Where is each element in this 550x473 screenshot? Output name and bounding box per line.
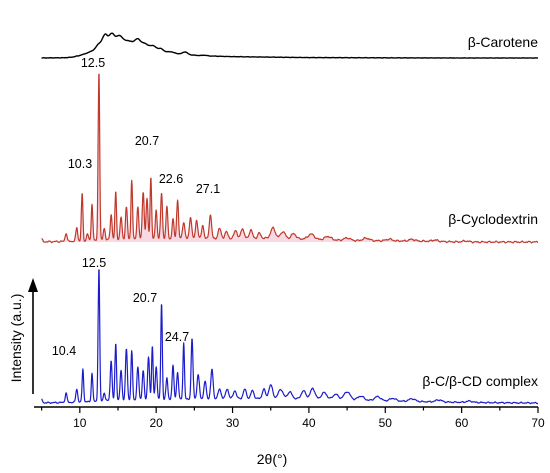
x-tick-label-40: 40 [302, 416, 316, 430]
x-axis: 10 20 30 40 50 60 70 [34, 406, 545, 430]
x-axis-title: 2θ(°) [257, 451, 288, 467]
series-3 [41, 269, 539, 405]
peak-label-3-3: 20.7 [133, 291, 157, 305]
series-2-line [41, 73, 539, 244]
intensity-arrow-head [28, 278, 38, 292]
series-3-label: β-C/β-CD complex [422, 373, 538, 389]
series-1-label: β-Carotene [468, 34, 539, 50]
y-axis-title: Intensity (a.u.) [8, 294, 24, 383]
labels-layer: β-Carotene β-Cyclodextrin 10.3 12.5 20.7 22.6… [52, 34, 538, 389]
peak-label-2-1: 10.3 [68, 157, 92, 171]
x-tick-label-20: 20 [150, 416, 164, 430]
x-tick-label-70: 70 [531, 416, 545, 430]
x-tick-label-50: 50 [379, 416, 393, 430]
series-1 [41, 32, 539, 59]
y-axis: Intensity (a.u.) [8, 278, 38, 394]
peak-label-3-2: 12.5 [82, 256, 106, 270]
series-layer [41, 32, 539, 405]
series-2 [41, 73, 539, 244]
peak-label-2-5: 27.1 [196, 182, 220, 196]
series-2-label: β-Cyclodextrin [448, 211, 538, 227]
peak-label-3-4: 24.7 [165, 330, 189, 344]
x-tick-label-10: 10 [73, 416, 87, 430]
x-tick-label-60: 60 [455, 416, 469, 430]
peak-label-2-3: 20.7 [135, 134, 159, 148]
series-3-line [41, 269, 539, 405]
peak-label-2-4: 22.6 [159, 172, 183, 186]
x-tick-label-30: 30 [226, 416, 240, 430]
peak-label-2-2: 12.5 [81, 56, 105, 70]
peak-label-3-1: 10.4 [52, 344, 76, 358]
series-1-line [41, 32, 539, 59]
